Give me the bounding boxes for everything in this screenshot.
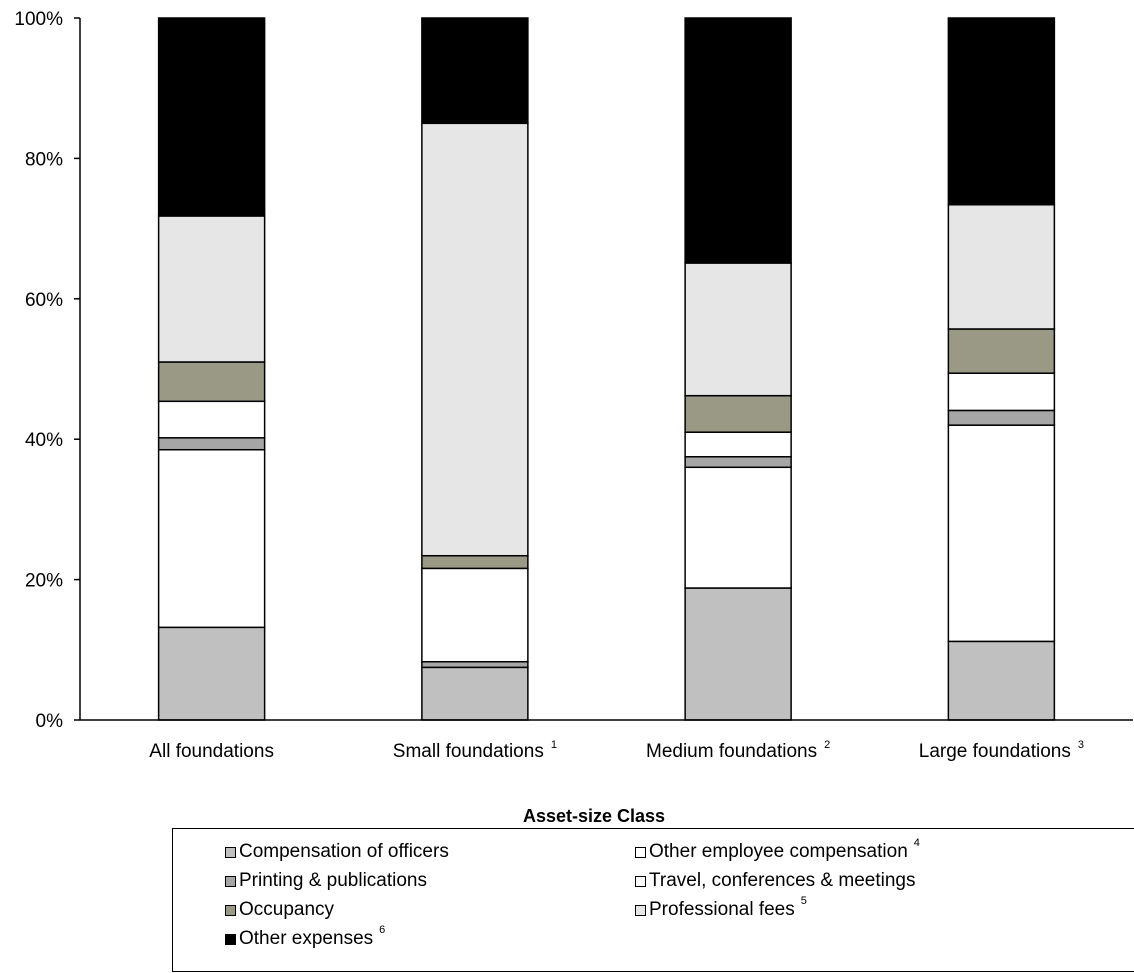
legend-footnote: 4 [913,837,920,849]
bars-layer [157,17,1056,721]
y-tick-label: 0% [36,711,64,732]
bar-segment-2-4 [684,394,792,433]
y-tick-label: 100% [14,9,63,30]
bar-segment-0-6 [157,17,266,217]
bar-segment-2-2 [684,456,792,469]
legend-item: Occupancy [225,899,334,921]
bar-segment-3-4 [947,328,1056,374]
legend-swatch [635,846,646,858]
legend-label: Other employee compensation [649,841,908,862]
legend-item: Travel, conferences & meetings [635,870,915,892]
bar-segment-1-6 [421,17,529,125]
legend-item: Other employee compensation 4 [635,837,920,863]
bar-segment-0-4 [157,361,266,403]
bar-segment-3-1 [947,424,1056,643]
legend-item: Compensation of officers [225,841,449,863]
x-tick-label: Large foundations 3 [919,739,1084,762]
x-tick-label: Medium foundations 2 [646,739,830,762]
legend-label: Compensation of officers [239,841,449,862]
bar-segment-3-5 [947,203,1056,330]
x-tick-label: All foundations [149,741,274,762]
legend-swatch [225,904,236,916]
legend-footnote: 5 [800,895,807,907]
legend-item: Other expenses 6 [225,924,385,950]
legend-swatch [225,846,236,858]
stacked-bar-chart: All foundations Small foundations 1 Medium … [14,9,1133,826]
bar-segment-0-3 [157,400,266,439]
y-tick-label: 40% [25,430,63,451]
legend-swatch [635,904,646,916]
y-tick-label: 80% [25,149,63,170]
bar-segment-0-1 [157,448,266,629]
bar-segment-1-2 [421,660,529,669]
bar-segment-3-6 [947,17,1056,206]
bar-segment-3-2 [947,409,1056,426]
bar-segment-0-5 [157,215,266,363]
labels-layer: All foundations Small foundations 1 Medium … [14,9,1084,826]
bar-segment-2-5 [684,262,792,397]
legend-swatch [225,933,236,945]
legend-swatch [635,875,646,887]
bar-segment-1-0 [421,666,529,721]
bar-segment-0-0 [157,626,266,721]
bar-segment-3-3 [947,372,1056,412]
bar-segment-2-1 [684,466,792,589]
legend: Compensation of officers Other employee c… [172,828,1134,972]
y-tick-label: 20% [25,571,63,592]
x-tick-label: Small foundations 1 [393,739,557,762]
bar-segment-2-3 [684,431,792,458]
legend-footnote: 6 [379,924,386,936]
axes-layer [74,17,1133,721]
legend-swatch [225,875,236,887]
x-axis-title: Asset-size Class [523,806,665,826]
bar-segment-2-6 [684,17,792,264]
legend-item: Printing & publications [225,870,427,892]
legend-label: Printing & publications [239,870,427,891]
bar-segment-2-0 [684,587,792,721]
bar-segment-1-4 [421,554,529,570]
legend-label: Occupancy [239,899,335,920]
legend-item: Professional fees 5 [635,895,807,921]
bar-segment-3-0 [947,640,1056,721]
legend-label: Professional fees [649,899,795,920]
bar-segment-0-2 [157,437,266,451]
bar-segment-1-3 [421,567,529,663]
legend-label: Travel, conferences & meetings [649,870,916,891]
legend-label: Other expenses [239,928,374,949]
bar-segment-1-5 [421,122,529,557]
y-tick-label: 60% [25,290,63,311]
